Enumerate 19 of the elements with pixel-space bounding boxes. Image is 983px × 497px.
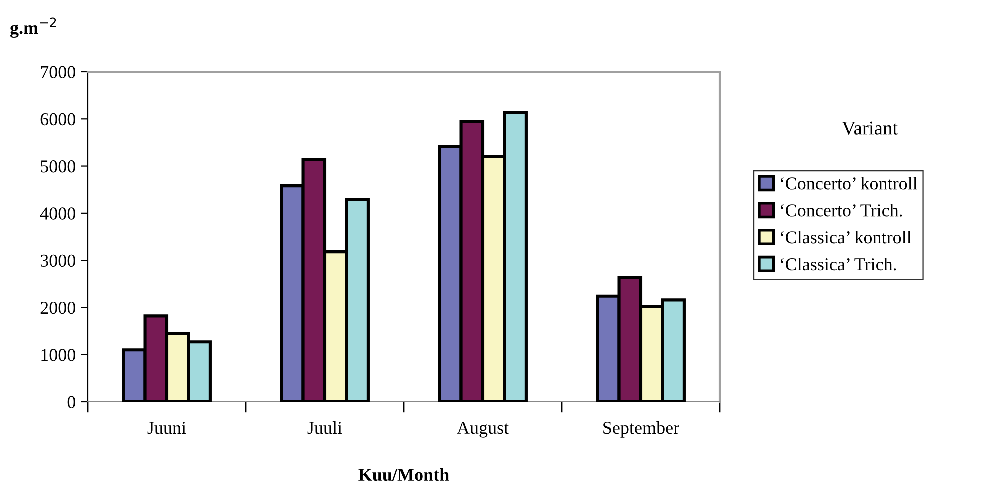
- legend-label: ‘Concerto’ kontroll: [781, 177, 918, 190]
- y-axis-title: g.m$^{−2}$: [10, 18, 56, 38]
- x-tick-label: Juuli: [308, 421, 342, 434]
- y-tick-label: 2000: [40, 302, 76, 314]
- legend-label: ‘Classica’ Trich.: [781, 258, 896, 271]
- y-tick-label: 6000: [40, 113, 76, 126]
- y-tick-label: 3000: [40, 254, 76, 268]
- x-tick-label: Juuni: [148, 422, 186, 434]
- y-tick-label: 4000: [40, 208, 76, 220]
- y-tick-label: 0: [68, 396, 76, 408]
- y-tick-label: 5000: [41, 160, 76, 173]
- x-tick-label: September: [604, 421, 680, 438]
- legend-label: ‘Classica’ kontroll: [781, 231, 912, 244]
- legend-title: Variant: [842, 122, 898, 135]
- legend-label: ‘Concerto’ Trich.: [781, 204, 902, 217]
- y-tick-label: 1000: [42, 349, 76, 362]
- x-axis-title: Kuu/Month: [358, 468, 450, 482]
- x-tick-label: August: [457, 422, 509, 438]
- y-tick-label: 7000: [41, 66, 76, 78]
